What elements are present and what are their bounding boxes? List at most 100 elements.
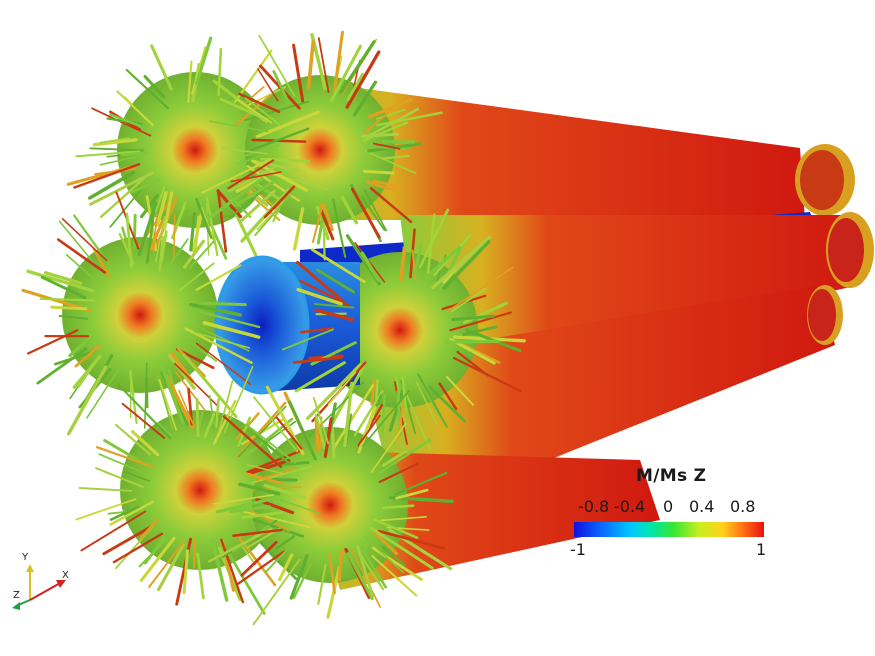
arrow-glyph (360, 251, 380, 282)
arrow-glyph (398, 246, 407, 283)
arrow-glyph (121, 402, 166, 439)
colorbar (574, 522, 764, 537)
arrow-glyph (345, 50, 381, 109)
arrow-glyph (450, 287, 486, 313)
arrow-glyph (193, 215, 201, 255)
arrow-glyph (158, 379, 177, 431)
arrow-glyph (332, 384, 375, 449)
arrow-glyph (322, 203, 334, 232)
disc-bottom-left (120, 410, 280, 570)
arrow-glyph (120, 151, 148, 157)
arrow-glyph (187, 60, 193, 103)
arrow-glyph (213, 494, 275, 505)
arrow-glyph (395, 488, 429, 500)
arrow-glyph (189, 211, 197, 252)
arrow-glyph (352, 80, 378, 117)
arrow-glyph (86, 370, 119, 419)
arrow-glyph (98, 453, 141, 472)
arrow-glyph (248, 458, 291, 475)
arrow-glyph (314, 417, 320, 453)
arrow-glyph (365, 150, 417, 175)
arrow-glyph (314, 308, 354, 322)
arrow-glyph (328, 553, 336, 595)
arrow-glyph (363, 105, 397, 134)
arrow-glyph (143, 536, 166, 565)
arrow-glyph (381, 504, 415, 510)
arrow-glyph (68, 335, 92, 358)
arrow-glyph (188, 240, 215, 270)
arrow-glyph (183, 239, 205, 269)
arrow-glyph (329, 44, 362, 103)
arrow-glyph (254, 189, 296, 237)
arrow-glyph (374, 378, 379, 404)
arrow-glyph (294, 361, 346, 393)
arrow-glyph (381, 394, 386, 436)
arrow-glyph (216, 189, 228, 253)
arrow-glyph (292, 43, 305, 103)
arrow-glyph (263, 185, 296, 219)
arrow-glyph (372, 438, 432, 479)
arrow-glyph (288, 400, 317, 461)
arrow-glyph (221, 147, 268, 155)
arrow-glyph (365, 180, 402, 194)
arrow-glyph (292, 356, 344, 364)
arrow-glyph (313, 302, 355, 309)
arrow-glyph (253, 396, 299, 453)
arrow-glyph (160, 230, 168, 263)
axis-y-label: Y (22, 552, 29, 563)
arrow-glyph (346, 552, 374, 601)
arrow-glyph (143, 75, 166, 99)
arrow-glyph (194, 324, 250, 352)
arrow-glyph (40, 275, 87, 300)
arrow-glyph (330, 426, 336, 459)
arrow-glyph (196, 552, 205, 600)
arrow-glyph (445, 375, 474, 406)
arrow-glyph (155, 215, 166, 263)
arrow-glyph (233, 180, 276, 208)
legend-tick: -0.4 (614, 497, 646, 516)
arrow-glyph (109, 505, 140, 521)
arrow-glyph (195, 264, 242, 291)
arrow-glyph (66, 365, 108, 436)
arrow-glyph (372, 179, 401, 189)
arrow-glyph (424, 245, 461, 280)
arrow-glyph (296, 260, 345, 304)
arrow-glyph (210, 538, 229, 602)
arrow-glyph (317, 563, 327, 605)
arrow-glyph (238, 189, 276, 224)
arrow-glyph (381, 449, 408, 467)
arrow-glyph (447, 266, 514, 312)
arrow-glyph (417, 373, 448, 428)
arrow-glyph (89, 147, 145, 152)
arrow-glyph (252, 558, 301, 626)
arrow-glyph (343, 381, 354, 448)
legend-max: 1 (756, 540, 767, 559)
arrow-glyph (278, 553, 294, 582)
arrow-glyph (148, 540, 185, 588)
arrow-glyph (208, 120, 269, 133)
arrow-glyph (255, 110, 320, 139)
arrow-glyph (95, 467, 145, 489)
arrow-glyph (226, 551, 266, 615)
arrow-glyph (361, 132, 400, 138)
arrow-glyph (359, 546, 388, 589)
arrow-glyph (50, 305, 88, 311)
arrow-glyph (156, 374, 174, 430)
arrow-glyph (193, 536, 196, 569)
arrow-glyph (363, 189, 388, 232)
arrow-glyph (418, 208, 450, 269)
arrow-glyph (367, 98, 413, 119)
arrow-glyph (206, 196, 219, 257)
arrow-glyph (112, 532, 164, 564)
arrow-glyph (157, 543, 185, 592)
arrow-glyph (152, 213, 158, 252)
arrow-glyph (359, 554, 385, 591)
arrow-glyph (239, 543, 257, 566)
arrow-glyph (202, 321, 261, 339)
arrow-glyph (353, 390, 384, 437)
arrow-glyph (442, 239, 491, 290)
arrow-glyph (250, 465, 313, 485)
arrow-glyph (306, 363, 362, 420)
arrow-glyph (292, 562, 312, 599)
arrow-glyph (184, 327, 253, 364)
